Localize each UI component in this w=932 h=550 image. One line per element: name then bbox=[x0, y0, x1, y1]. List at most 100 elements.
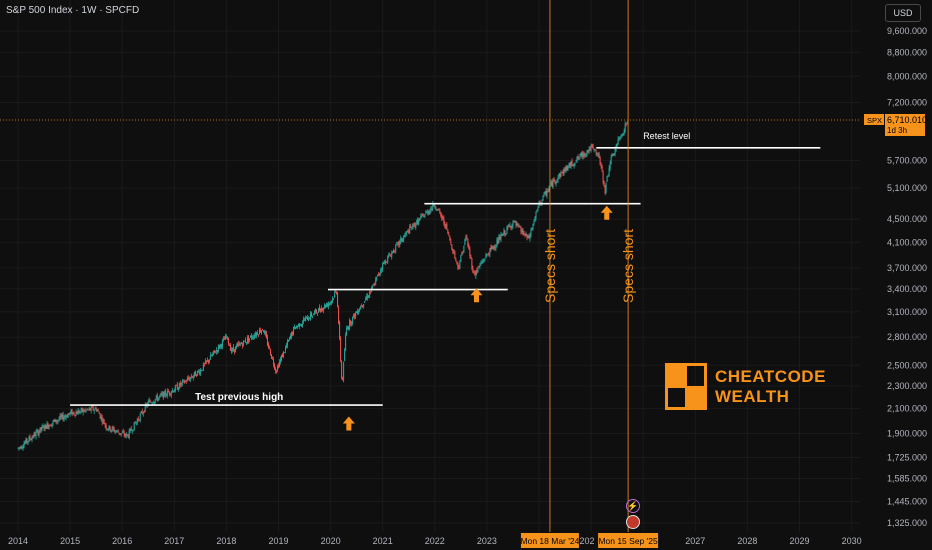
candle-body bbox=[218, 345, 220, 348]
date-highlight-2 bbox=[598, 533, 659, 548]
price-tick-label: 3,700.000 bbox=[887, 263, 927, 273]
candle-body bbox=[613, 153, 615, 156]
candle-body bbox=[99, 413, 101, 419]
price-axis[interactable]: 9,600.000 8,800.000 8,000.000 7,200.000 5,70… bbox=[864, 26, 927, 528]
candle-body bbox=[186, 378, 188, 382]
candle-body bbox=[557, 177, 559, 181]
vertical-markers: Specs short Specs short bbox=[0, 0, 860, 532]
candle-body bbox=[156, 395, 158, 401]
candle-body bbox=[201, 369, 203, 371]
candle-body bbox=[301, 324, 303, 327]
candle-body bbox=[253, 335, 255, 339]
candle-body bbox=[375, 279, 377, 285]
currency-button[interactable]: USD bbox=[885, 4, 921, 22]
candle-body bbox=[221, 340, 223, 347]
price-tick-label: 2,500.000 bbox=[887, 360, 927, 370]
candle-body bbox=[58, 419, 60, 420]
candle-body bbox=[454, 251, 456, 258]
candle-body bbox=[384, 260, 386, 264]
candle-body bbox=[311, 312, 313, 317]
date-highlight-1 bbox=[520, 533, 579, 548]
candle-body bbox=[203, 363, 205, 365]
time-axis[interactable]: 2014 2015 2016 2017 2018 2019 2020 2021 2022 2023… bbox=[8, 533, 862, 548]
candle-body bbox=[327, 303, 329, 307]
candle-body bbox=[88, 408, 90, 409]
candle-body bbox=[138, 419, 140, 421]
candle-body bbox=[438, 208, 440, 210]
candle-body bbox=[59, 415, 61, 420]
candle-body bbox=[272, 359, 274, 365]
candle-body bbox=[252, 336, 254, 338]
candle-body bbox=[153, 401, 155, 404]
symbol-title[interactable]: S&P 500 Index · 1W · SPCFD bbox=[6, 5, 140, 16]
candle-body bbox=[475, 270, 477, 277]
candle-body bbox=[514, 220, 516, 222]
lightning-event-icon[interactable]: ⚡ bbox=[626, 499, 640, 513]
candle-body bbox=[32, 436, 34, 438]
candle-body bbox=[569, 163, 571, 167]
candle-body bbox=[224, 335, 226, 340]
candle-body bbox=[262, 330, 264, 333]
candle-body bbox=[451, 244, 453, 250]
candle-body bbox=[321, 307, 323, 312]
candle-body bbox=[292, 332, 294, 335]
candle-body bbox=[506, 226, 508, 234]
candle-body bbox=[584, 154, 586, 156]
candle-body bbox=[596, 152, 598, 155]
candle-body bbox=[456, 261, 458, 262]
candle-body bbox=[545, 191, 547, 196]
candle-body bbox=[490, 247, 492, 250]
candle-body bbox=[60, 415, 62, 417]
candle-body bbox=[232, 346, 234, 350]
candle-body bbox=[488, 254, 490, 256]
candle-body bbox=[168, 391, 170, 394]
candle-body bbox=[258, 329, 260, 335]
candle-body bbox=[401, 237, 403, 242]
candle-body bbox=[166, 390, 168, 397]
candle-body bbox=[446, 223, 448, 229]
candle-body bbox=[189, 377, 191, 380]
candle-body bbox=[29, 436, 31, 440]
candle-body bbox=[206, 359, 208, 362]
candle-body bbox=[339, 322, 341, 339]
candle-body bbox=[427, 210, 429, 214]
candle-body bbox=[267, 343, 269, 348]
candle-body bbox=[487, 253, 489, 255]
candle-body bbox=[525, 233, 527, 236]
candle-body bbox=[23, 443, 25, 448]
candle-body bbox=[263, 331, 265, 334]
up-arrow-icon bbox=[600, 205, 613, 220]
candle-body bbox=[97, 410, 99, 412]
candle-body bbox=[439, 209, 441, 213]
time-tick-label: 2028 bbox=[737, 536, 757, 546]
candle-body bbox=[193, 371, 195, 376]
price-tick-label: 1,585.000 bbox=[887, 473, 927, 483]
candle-body bbox=[489, 248, 491, 255]
candle-body bbox=[87, 409, 89, 411]
candle-body bbox=[61, 414, 63, 417]
candle-body bbox=[469, 248, 471, 256]
candle-body bbox=[527, 235, 529, 238]
us-flag-event-icon[interactable] bbox=[626, 515, 640, 529]
candle-body bbox=[568, 163, 570, 166]
candle-body bbox=[536, 209, 538, 211]
candle-body bbox=[30, 439, 32, 440]
candle-body bbox=[556, 179, 558, 183]
candle-body bbox=[174, 385, 176, 392]
candle-body bbox=[581, 152, 583, 158]
candle-body bbox=[575, 161, 577, 163]
candle-body bbox=[141, 411, 143, 414]
candle-body bbox=[53, 420, 55, 421]
candle-body bbox=[126, 434, 128, 436]
candle-body bbox=[250, 335, 252, 339]
candle-body bbox=[249, 335, 251, 338]
candle-body bbox=[110, 430, 112, 432]
candle-body bbox=[595, 149, 597, 154]
candle-body bbox=[76, 412, 78, 414]
candle-body bbox=[31, 437, 33, 441]
candle-body bbox=[483, 260, 485, 261]
test-previous-high-label: Test previous high bbox=[195, 392, 283, 403]
candle-body bbox=[570, 161, 572, 167]
candle-body bbox=[433, 204, 435, 207]
